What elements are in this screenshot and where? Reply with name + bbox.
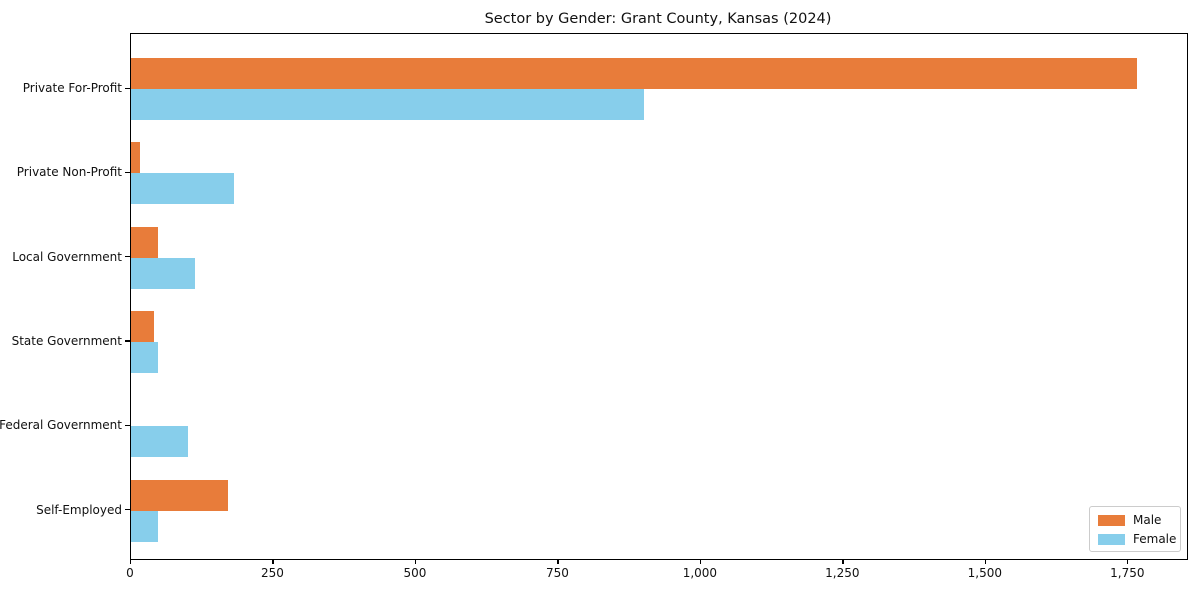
bar-female-federal-government	[131, 426, 188, 457]
legend: Male Female	[1089, 506, 1181, 552]
xtick-mark	[557, 559, 559, 564]
ytick-mark	[125, 340, 130, 342]
legend-swatch-female	[1098, 533, 1125, 545]
xtick-mark	[842, 559, 844, 564]
bar-male-private-non-profit	[131, 142, 140, 173]
ytick-mark	[125, 424, 130, 426]
bar-female-state-government	[131, 342, 158, 373]
bar-male-local-government	[131, 227, 158, 258]
legend-swatch-male	[1098, 514, 1125, 526]
xtick-label-500: 500	[403, 566, 427, 580]
legend-label-female: Female	[1133, 532, 1177, 546]
ytick-mark	[125, 171, 130, 173]
bar-female-private-non-profit	[131, 173, 234, 204]
bar-female-private-for-profit	[131, 89, 644, 120]
bar-male-state-government	[131, 311, 154, 342]
xtick-mark	[130, 559, 132, 564]
xtick-mark	[272, 559, 274, 564]
bar-female-self-employed	[131, 511, 158, 542]
ytick-label-local-government: Local Government	[12, 249, 122, 264]
xtick-label-250: 250	[261, 566, 284, 580]
ytick-label-self-employed: Self-Employed	[36, 502, 122, 517]
xtick-mark	[1127, 559, 1129, 564]
legend-label-male: Male	[1133, 513, 1162, 527]
xtick-mark	[984, 559, 987, 564]
ytick-mark	[125, 509, 130, 511]
ytick-label-state-government: State Government	[11, 333, 122, 348]
chart-title: Sector by Gender: Grant County, Kansas (…	[484, 11, 832, 27]
legend-item-male: Male	[1098, 513, 1172, 527]
ytick-label-private-non-profit: Private Non-Profit	[16, 165, 122, 180]
bar-male-self-employed	[131, 480, 228, 511]
xtick-mark	[699, 559, 702, 564]
plot-area	[130, 33, 1188, 560]
xtick-label-0: 0	[126, 566, 134, 580]
xtick-label-1250: 1,250	[825, 566, 860, 580]
xtick-label-1000: 1,000	[682, 566, 718, 580]
xtick-label-1500: 1,500	[967, 566, 1003, 580]
ytick-label-federal-government: Federal Government	[0, 418, 122, 433]
bar-male-private-for-profit	[131, 58, 1137, 89]
ytick-mark	[125, 256, 130, 258]
xtick-label-1750: 1,750	[1110, 566, 1145, 580]
bar-female-local-government	[131, 258, 195, 289]
ytick-label-private-for-profit: Private For-Profit	[22, 81, 122, 95]
xtick-mark	[414, 559, 417, 564]
xtick-label-750: 750	[545, 566, 569, 580]
legend-item-female: Female	[1098, 532, 1176, 546]
ytick-mark	[125, 87, 130, 89]
